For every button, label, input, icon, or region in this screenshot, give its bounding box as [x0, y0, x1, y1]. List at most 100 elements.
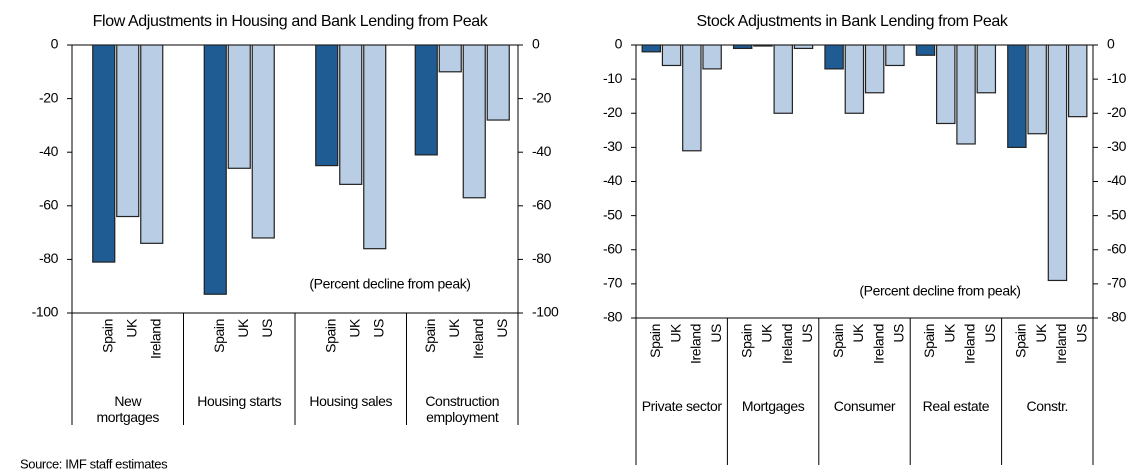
country-label: Spain	[99, 319, 115, 353]
y2-tick-label: -10	[1107, 70, 1127, 86]
bar	[885, 44, 905, 67]
bar	[702, 44, 722, 70]
bar	[414, 44, 438, 156]
country-label: Spain	[211, 319, 227, 353]
group-label: Real estate	[922, 398, 990, 414]
bar	[203, 44, 227, 295]
country-label: US	[982, 324, 998, 343]
y-tick-label: -80	[39, 250, 59, 266]
country-label: UK	[1033, 323, 1049, 343]
bar	[92, 44, 116, 263]
bar	[1067, 44, 1088, 118]
y2-tick-label: -50	[1107, 206, 1127, 222]
y2-tick-label: 0	[532, 36, 540, 52]
bar	[844, 44, 865, 114]
group-label: Construction employment	[425, 393, 500, 425]
country-label: UK	[123, 318, 139, 338]
y2-tick-label: -60	[1107, 240, 1127, 256]
y-tick-label: -20	[39, 89, 59, 105]
bar	[936, 44, 956, 125]
y-tick-label: -70	[603, 275, 623, 291]
country-label: Spain	[322, 319, 338, 353]
bar	[462, 44, 486, 199]
y2-tick-label: -20	[1107, 104, 1127, 120]
country-label: UK	[346, 318, 362, 338]
country-label: Ireland	[147, 319, 163, 359]
bar	[1007, 44, 1027, 148]
y-tick-label: -80	[603, 309, 623, 325]
bar	[315, 44, 339, 167]
y-tick-label: -40	[603, 172, 623, 188]
y-tick-label: -60	[603, 240, 623, 256]
bar	[641, 44, 662, 53]
country-label: Ireland	[1053, 324, 1069, 364]
country-label: UK	[850, 323, 866, 343]
bar	[116, 44, 140, 218]
country-label: UK	[667, 323, 683, 343]
y-tick-label: -100	[32, 304, 59, 320]
bar	[661, 44, 682, 67]
group-label: Housing starts	[197, 393, 282, 409]
y2-tick-label: 0	[1107, 36, 1115, 52]
annotation: (Percent decline from peak)	[309, 276, 470, 292]
country-label: Spain	[422, 319, 438, 353]
country-label: UK	[235, 318, 251, 338]
bar	[140, 44, 164, 244]
y-tick-label: -60	[39, 197, 59, 213]
bar	[438, 44, 462, 73]
bar	[732, 44, 753, 50]
bar	[753, 44, 773, 47]
y-tick-label: -30	[603, 138, 623, 154]
country-label: Spain	[830, 324, 846, 358]
country-label: Spain	[738, 324, 754, 358]
group-label: Consumer	[833, 398, 896, 414]
country-label: US	[1073, 324, 1089, 343]
annotation: (Percent decline from peak)	[859, 283, 1020, 299]
chart-title: Flow Adjustments in Housing and Bank Len…	[93, 13, 489, 30]
country-label: Spain	[647, 324, 663, 358]
group-label: Constr.	[1026, 398, 1069, 414]
country-label: US	[708, 324, 724, 343]
bar	[227, 44, 251, 169]
bar	[251, 44, 275, 239]
y2-tick-label: -60	[532, 197, 552, 213]
bar	[1047, 44, 1068, 282]
country-label: US	[370, 319, 386, 338]
country-label: UK	[446, 318, 462, 338]
bar	[956, 44, 976, 145]
country-label: US	[259, 319, 275, 338]
country-label: US	[494, 319, 510, 338]
country-label: Spain	[921, 324, 937, 358]
country-label: Ireland	[962, 324, 978, 364]
y-tick-label: 0	[615, 36, 623, 52]
country-label: UK	[759, 323, 775, 343]
country-label: Ireland	[470, 319, 486, 359]
group-label: Housing sales	[309, 393, 393, 409]
plot-frame	[635, 44, 1094, 319]
y2-tick-label: -70	[1107, 275, 1127, 291]
country-label: Ireland	[870, 324, 886, 364]
bar	[1027, 44, 1047, 135]
bar	[682, 44, 702, 152]
y2-tick-label: -100	[532, 304, 559, 320]
y-tick-label: -20	[603, 104, 623, 120]
bar	[976, 44, 997, 94]
country-label: Ireland	[688, 324, 704, 364]
y2-tick-label: -20	[532, 89, 552, 105]
y2-tick-label: -40	[1107, 172, 1127, 188]
y-tick-label: -50	[603, 206, 623, 222]
bar	[864, 44, 885, 94]
country-label: UK	[941, 323, 957, 343]
country-label: US	[799, 324, 815, 343]
y-tick-label: 0	[51, 36, 59, 52]
bar	[339, 44, 363, 185]
y-tick-label: -40	[39, 143, 59, 159]
bar	[793, 44, 814, 50]
bar	[824, 44, 844, 70]
bar	[363, 44, 387, 250]
group-label: Private sector	[641, 398, 722, 414]
group-label: New mortgages	[96, 393, 160, 425]
chart-title: Stock Adjustments in Bank Lending from P…	[697, 13, 1009, 30]
